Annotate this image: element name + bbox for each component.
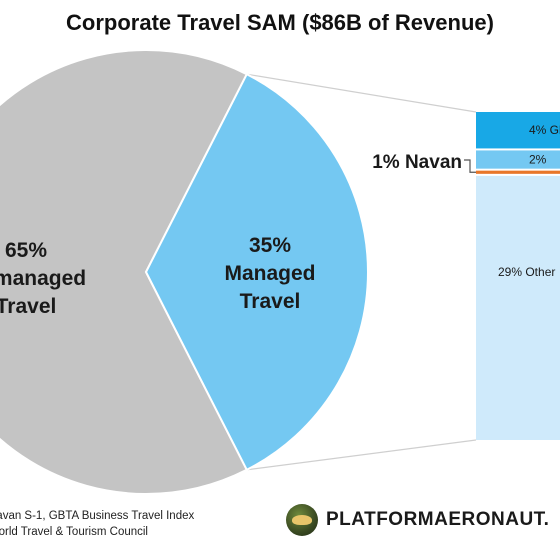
pie-label-1: 65% Unmanaged Travel xyxy=(0,239,86,318)
label-group: 65% Unmanaged Travel 35% Managed Travel 4% Glo… xyxy=(0,123,560,318)
bar-of-pie-chart: 65% Unmanaged Travel 35% Managed Travel 4% Glo… xyxy=(0,49,560,495)
pie-label-2-line-1: 35% xyxy=(249,234,291,257)
pie-label-1-line-2: Unmanaged xyxy=(0,267,86,290)
source-line-1: Navan S-1, GBTA Business Travel Index xyxy=(0,510,195,522)
connector-lines xyxy=(246,73,477,471)
pie-label-2: 35% Managed Travel xyxy=(224,234,315,313)
pie-slice-managed xyxy=(144,72,369,472)
navan-callout-leader xyxy=(464,159,476,173)
bar-segment-2 xyxy=(476,150,560,169)
pie-group xyxy=(0,49,369,495)
pie-label-1-line-1: 65% xyxy=(5,239,47,262)
brand-logo-icon xyxy=(286,504,318,536)
pie-label-2-line-2: Managed xyxy=(224,262,315,285)
pie-label-2-line-3: Travel xyxy=(240,290,301,313)
bar-label-1: 4% Global xyxy=(529,123,560,137)
source-note: Navan S-1, GBTA Business Travel Index Wo… xyxy=(0,508,228,540)
bar-segment-4 xyxy=(476,175,560,440)
bar-group xyxy=(476,112,560,440)
pie-slice-unmanaged xyxy=(0,49,249,495)
connector-top xyxy=(246,73,477,113)
bar-label-2: 2% xyxy=(529,153,547,167)
connector-bottom xyxy=(246,439,477,471)
bar-segment-1 xyxy=(476,112,560,149)
pie-label-1-line-3: Travel xyxy=(0,295,56,318)
bar-segment-3 xyxy=(476,170,560,174)
brand: PLATFORMAERONAUT. xyxy=(286,504,549,536)
bar-label-4: 29% Other xyxy=(498,265,555,279)
navan-callout-label: 1% Navan xyxy=(372,152,462,173)
brand-name: PLATFORMAERONAUT. xyxy=(326,509,550,530)
chart-title: Corporate Travel SAM ($86B of Revenue) xyxy=(66,10,494,35)
source-line-2: World Travel & Tourism Council xyxy=(0,526,148,538)
